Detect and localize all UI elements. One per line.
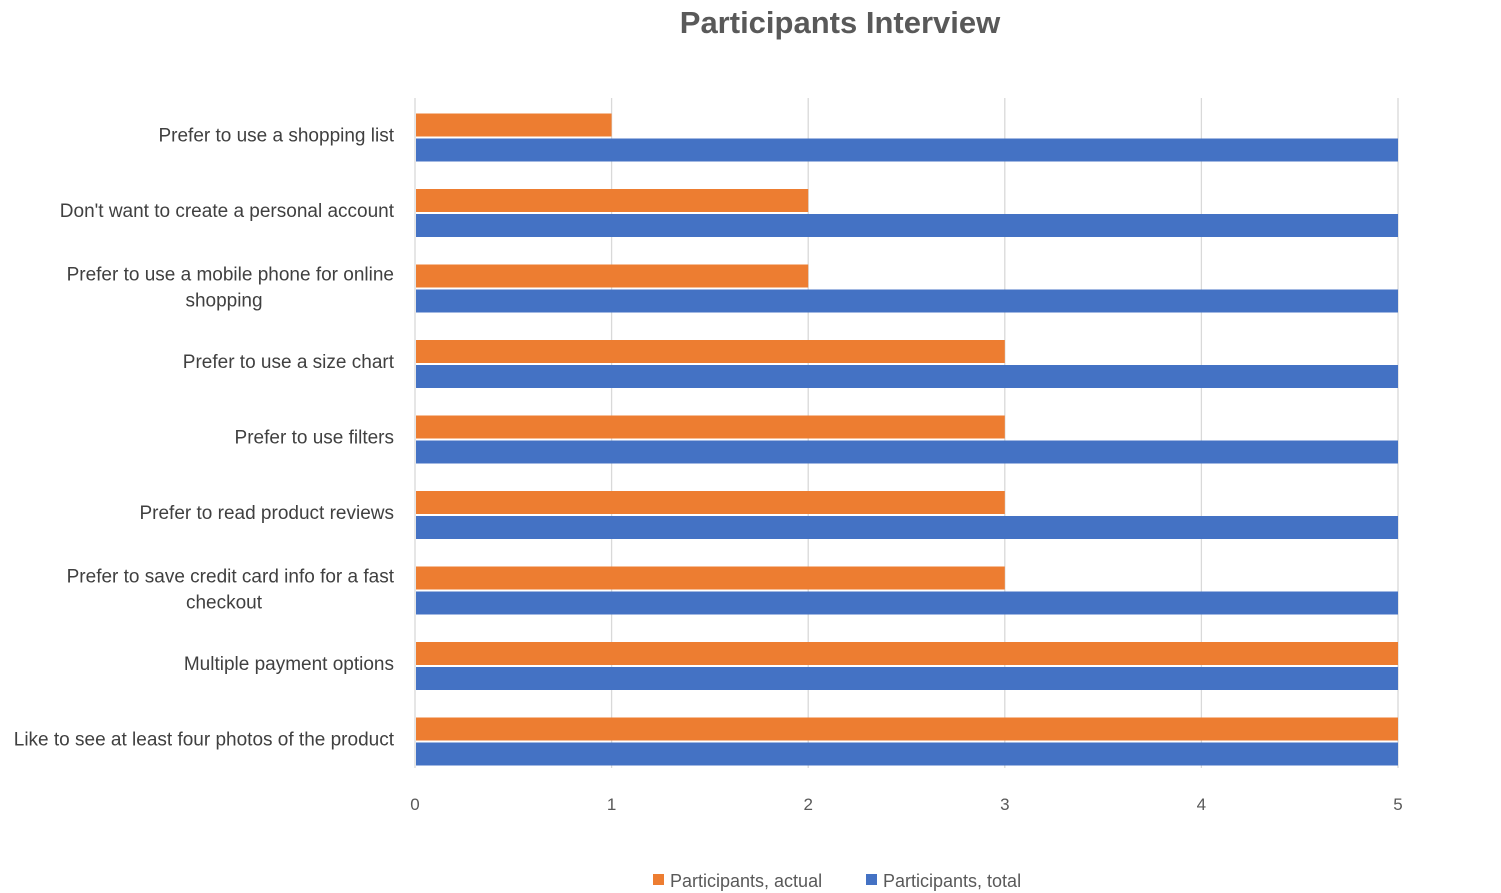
category-label-8: Like to see at least four photos of the …: [14, 730, 395, 751]
bar-total-7: [416, 667, 1398, 690]
category-label-0: Prefer to use a shopping list: [158, 126, 394, 147]
bar-actual-3: [416, 340, 1005, 363]
category-label-2-line2: shopping: [185, 291, 262, 312]
bar-total-3: [416, 365, 1398, 388]
bars: [416, 113, 1398, 766]
x-tick-label-1: 1: [607, 795, 616, 814]
bar-actual-0: [416, 113, 612, 137]
category-labels: Prefer to use a shopping list Don't want …: [14, 126, 395, 751]
bar-total-0: [416, 138, 1398, 162]
bar-total-8: [416, 742, 1398, 766]
x-tick-label-5: 5: [1393, 795, 1402, 814]
x-tick-label-2: 2: [803, 795, 812, 814]
bar-total-1: [416, 214, 1398, 237]
bar-total-4: [416, 440, 1398, 464]
bar-actual-4: [416, 415, 1005, 439]
legend: Participants, actual Participants, total: [653, 871, 1021, 891]
category-label-6: Prefer to save credit card info for a fa…: [67, 567, 395, 588]
bar-actual-2: [416, 264, 809, 288]
category-label-6-line2: checkout: [186, 593, 263, 614]
bar-total-5: [416, 516, 1398, 539]
bar-actual-7: [416, 642, 1398, 665]
bar-total-6: [416, 591, 1398, 615]
x-tick-label-3: 3: [1000, 795, 1009, 814]
bar-total-2: [416, 289, 1398, 313]
category-label-1: Don't want to create a personal account: [60, 201, 395, 222]
legend-label-0: Participants, actual: [670, 871, 822, 891]
bar-actual-5: [416, 491, 1005, 514]
bar-actual-8: [416, 717, 1398, 741]
category-label-7: Multiple payment options: [184, 654, 394, 675]
category-label-4: Prefer to use filters: [235, 428, 394, 449]
category-label-3: Prefer to use a size chart: [183, 352, 395, 373]
x-tick-label-4: 4: [1197, 795, 1206, 814]
bar-actual-1: [416, 189, 809, 212]
legend-swatch-1: [866, 874, 877, 885]
chart-title: Participants Interview: [680, 5, 1001, 40]
category-label-2: Prefer to use a mobile phone for online: [67, 265, 394, 286]
legend-swatch-0: [653, 874, 664, 885]
legend-label-1: Participants, total: [883, 871, 1021, 891]
category-label-5: Prefer to read product reviews: [139, 503, 394, 524]
bar-actual-6: [416, 566, 1005, 590]
x-tick-label-0: 0: [410, 795, 419, 814]
x-tick-labels: 0 1 2 3 4 5: [410, 795, 1402, 814]
